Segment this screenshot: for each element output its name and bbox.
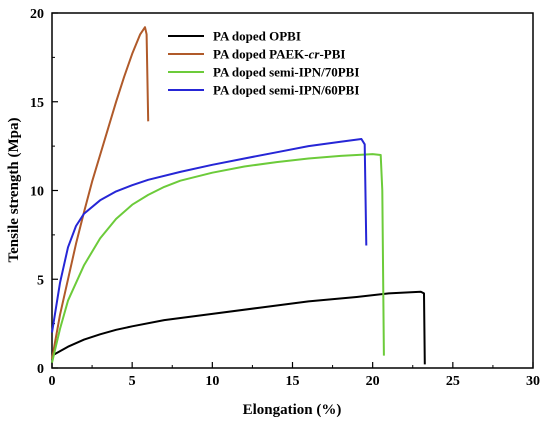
series-layer: [51, 26, 426, 365]
series-line-1: [51, 290, 426, 365]
y-axis-title: Tensile strength (Mpa): [6, 117, 22, 262]
y-tick-label: 15: [30, 96, 44, 111]
y-tick-label: 0: [37, 362, 44, 377]
x-tick-label: 5: [129, 374, 136, 389]
legend-label: PA doped OPBI: [213, 29, 301, 44]
y-tick-label: 20: [30, 7, 44, 22]
x-axis-title: Elongation (%): [243, 402, 342, 418]
legend-label: PA doped PAEK-cr-PBI: [213, 47, 345, 62]
x-tick-label: 20: [366, 374, 380, 389]
series-line-2: [51, 26, 150, 360]
x-axis: 0 5 10 15 20 25 30: [49, 362, 540, 389]
y-tick-label: 10: [30, 185, 44, 200]
x-tick-label: 15: [286, 374, 300, 389]
legend-label: PA doped semi-IPN/60PBI: [213, 83, 359, 98]
y-tick-label: 5: [37, 273, 44, 288]
x-tick-label: 25: [446, 374, 460, 389]
legend-label: PA doped semi-IPN/70PBI: [213, 65, 359, 80]
x-tick-label: 30: [526, 374, 540, 389]
series-line-3: [51, 153, 385, 363]
x-tick-label: 10: [205, 374, 219, 389]
legend: PA doped OPBI PA doped PAEK-cr-PBI PA dope…: [168, 29, 359, 98]
x-tick-label: 0: [49, 374, 56, 389]
y-axis: 0 5 10 15 20: [30, 7, 58, 377]
series-line-4: [51, 138, 368, 333]
